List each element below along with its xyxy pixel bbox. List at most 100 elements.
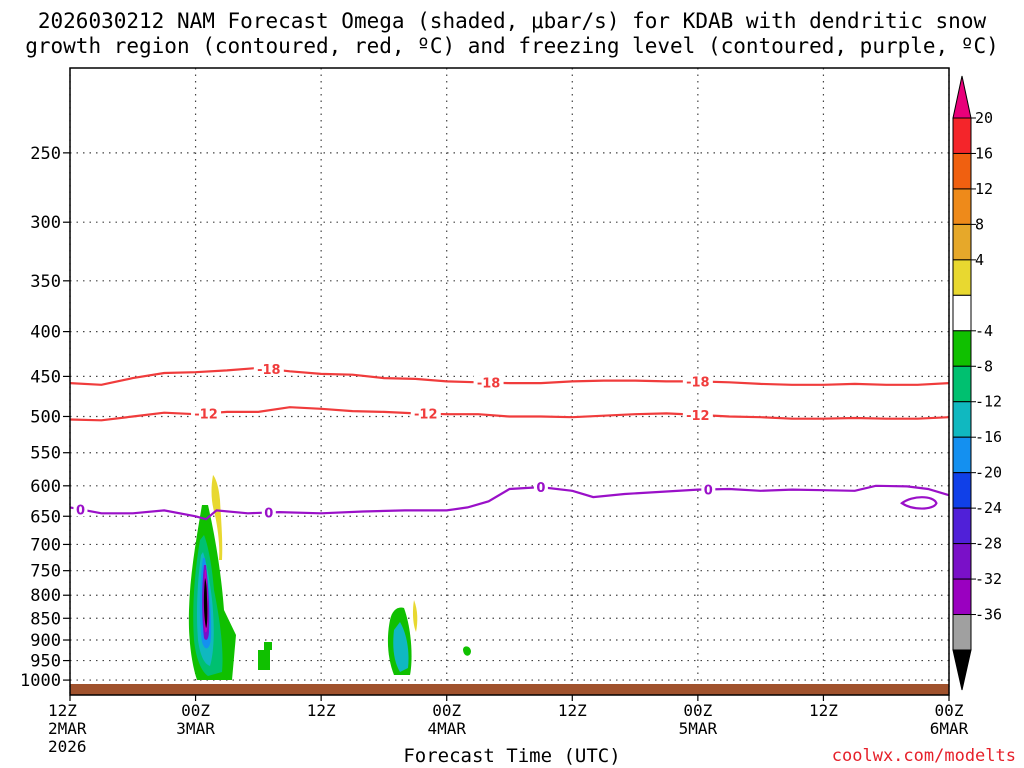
y-tick-label: 750 <box>30 562 61 582</box>
x-tick-label: 12Z <box>558 701 587 720</box>
colorbar-segment <box>952 365 972 403</box>
credit-text: coolwx.com/modelts <box>831 746 1016 766</box>
dgz-contour-label-bg <box>191 406 222 421</box>
colorbar-bottom-arrow <box>952 649 972 691</box>
colorbar-label: -20 <box>975 464 1002 482</box>
y-tick-label: 400 <box>30 323 61 343</box>
omega-region-black <box>203 578 208 628</box>
dgz-contour-label: -18 <box>257 363 281 378</box>
y-tick-label: 850 <box>30 609 61 629</box>
omega-region-green-dot <box>463 646 471 656</box>
x-tick-label: 12Z <box>48 701 77 720</box>
chart-title-line1: 2026030212 NAM Forecast Omega (shaded, μ… <box>37 9 987 33</box>
colorbar-label: -12 <box>975 393 1002 411</box>
freezing-level-contour-label-bg <box>701 482 716 497</box>
colorbar-label: 12 <box>975 180 993 198</box>
colorbar-segment <box>952 578 972 616</box>
dgz-contour-label: -12 <box>194 407 218 422</box>
terrain-band <box>70 684 949 695</box>
dgz-contour-label-bg <box>682 374 713 389</box>
x-tick-label: 00Z <box>935 701 964 720</box>
colorbar-top-arrow <box>952 75 972 119</box>
freezing-level-contour-label-bg <box>73 502 88 517</box>
dgz-contour-label-bg <box>473 375 504 390</box>
omega-region-yellow <box>211 475 223 560</box>
omega-region-yellow-4mar <box>412 600 418 632</box>
freezing-level-contour-label-bg <box>533 480 548 495</box>
x-tick-label: 2MAR <box>48 719 87 738</box>
x-tick-label: 00Z <box>432 701 461 720</box>
x-tick-label: 3MAR <box>176 719 215 738</box>
colorbar-segment <box>952 152 972 190</box>
freezing-level-contour-label: 0 <box>76 503 85 518</box>
x-tick-label: 12Z <box>307 701 336 720</box>
colorbar-segment <box>952 294 972 332</box>
colorbar-segment <box>952 188 972 225</box>
freezing-level-contour-label: 0 <box>264 507 273 522</box>
dgz-contour-label-bg <box>253 362 284 377</box>
colorbar-label: -24 <box>975 499 1002 517</box>
colorbar-label: -32 <box>975 570 1002 588</box>
y-tick-label: 700 <box>30 535 61 555</box>
colorbar-segment <box>952 401 972 438</box>
colorbar-label: 16 <box>975 144 993 162</box>
y-tick-label: 1000 <box>20 671 61 691</box>
colorbar-segment <box>952 330 972 367</box>
y-tick-label: 950 <box>30 652 61 672</box>
omega-region-green-tiny <box>264 642 272 650</box>
dgz-contour-label: -12 <box>414 408 438 423</box>
dgz-contour-line <box>69 366 950 386</box>
x-tick-label: 00Z <box>683 701 712 720</box>
colorbar-segment <box>952 543 972 580</box>
y-tick-label: 350 <box>30 272 61 292</box>
colorbar-label: -4 <box>975 322 993 340</box>
x-axis-label: Forecast Time (UTC) <box>403 745 621 767</box>
freezing-level-contour-label: 0 <box>704 483 713 498</box>
colorbar-segment <box>952 472 972 509</box>
omega-shading <box>188 475 471 680</box>
y-tick-label: 600 <box>30 477 61 497</box>
dgz-contour-label: -18 <box>477 377 501 392</box>
plot-frame <box>69 67 950 696</box>
freezing-level-loop <box>900 496 938 510</box>
y-axis: 2503003504004505005506006507007508008509… <box>20 144 70 691</box>
colorbar-segment <box>952 614 972 651</box>
dgz-contour-label-bg <box>682 407 713 422</box>
colorbar-segment <box>952 223 972 261</box>
omega-region-teal-4mar <box>393 622 409 672</box>
x-tick-label: 12Z <box>809 701 838 720</box>
y-tick-label: 250 <box>30 144 61 164</box>
dgz-contour-label-bg <box>410 406 441 421</box>
colorbar-label: -36 <box>975 606 1002 624</box>
colorbar-label: -8 <box>975 357 993 375</box>
y-tick-label: 800 <box>30 586 61 606</box>
freezing-level-contour-label-bg <box>261 505 276 520</box>
dgz-contour-label: -18 <box>686 375 710 390</box>
colorbar-label: -16 <box>975 428 1002 446</box>
y-tick-label: 300 <box>30 213 61 233</box>
y-tick-label: 450 <box>30 367 61 387</box>
y-tick-label: 500 <box>30 407 61 427</box>
x-tick-label: 5MAR <box>679 719 718 738</box>
colorbar-label: 20 <box>975 109 993 127</box>
colorbar-segment <box>952 259 972 296</box>
colorbar-label: 4 <box>975 251 984 269</box>
x-tick-label: 2026 <box>48 737 87 756</box>
x-tick-label: 00Z <box>181 701 210 720</box>
contour-lines: -18 -18 -18 -12 -12 -12 0 0 0 0 <box>69 362 950 522</box>
colorbar: 20 16 12 8 4 -4 -8 -12 -16 -20 -24 -28 -32 -36 <box>952 75 1002 691</box>
freezing-level-contour-label: 0 <box>536 481 545 496</box>
colorbar-segment <box>952 436 972 474</box>
x-tick-label: 6MAR <box>930 719 969 738</box>
freezing-level-contour-line <box>69 484 950 521</box>
colorbar-label: -28 <box>975 535 1002 553</box>
colorbar-segment <box>952 507 972 545</box>
x-tick-label: 4MAR <box>427 719 466 738</box>
dgz-contour-label: -12 <box>686 409 710 424</box>
colorbar-segment <box>952 117 972 154</box>
y-tick-label: 550 <box>30 444 61 464</box>
omega-region-green-small <box>258 650 270 670</box>
y-tick-label: 900 <box>30 631 61 651</box>
